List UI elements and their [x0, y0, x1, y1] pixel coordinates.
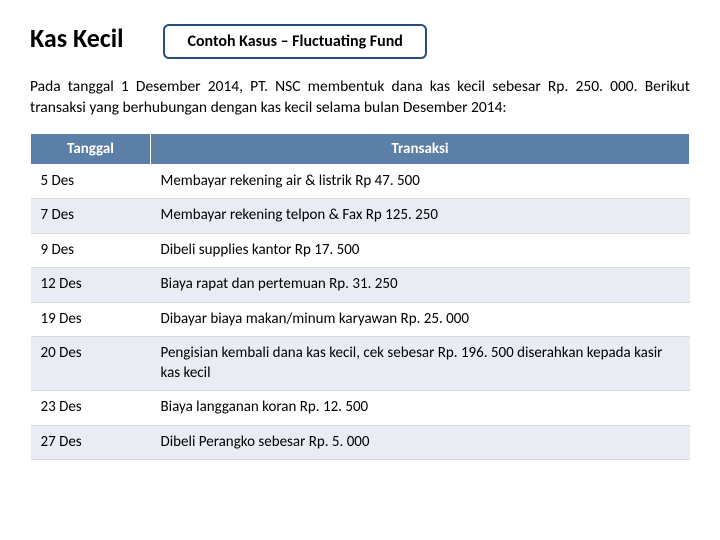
cell-date: 19 Des — [31, 302, 151, 337]
cell-date: 20 Des — [31, 337, 151, 391]
intro-paragraph: Pada tanggal 1 Desember 2014, PT. NSC me… — [30, 77, 690, 119]
cell-txn: Dibeli Perangko sebesar Rp. 5. 000 — [151, 425, 690, 460]
table-row: 12 DesBiaya rapat dan pertemuan Rp. 31. … — [31, 268, 690, 303]
table-header-row: Tanggal Transaksi — [31, 133, 690, 164]
cell-txn: Membayar rekening air & listrik Rp 47. 5… — [151, 164, 690, 199]
cell-date: 23 Des — [31, 391, 151, 426]
cell-txn: Dibayar biaya makan/minum karyawan Rp. 2… — [151, 302, 690, 337]
table-row: 5 DesMembayar rekening air & listrik Rp … — [31, 164, 690, 199]
subtitle-box: Contoh Kasus – Fluctuating Fund — [163, 24, 426, 59]
cell-date: 7 Des — [31, 199, 151, 234]
transactions-table: Tanggal Transaksi 5 DesMembayar rekening… — [30, 133, 690, 461]
table-body: 5 DesMembayar rekening air & listrik Rp … — [31, 164, 690, 460]
cell-txn: Biaya langganan koran Rp. 12. 500 — [151, 391, 690, 426]
table-row: 19 DesDibayar biaya makan/minum karyawan… — [31, 302, 690, 337]
cell-txn: Biaya rapat dan pertemuan Rp. 31. 250 — [151, 268, 690, 303]
col-tanggal: Tanggal — [31, 133, 151, 164]
table-row: 23 DesBiaya langganan koran Rp. 12. 500 — [31, 391, 690, 426]
cell-date: 5 Des — [31, 164, 151, 199]
table-row: 7 DesMembayar rekening telpon & Fax Rp 1… — [31, 199, 690, 234]
cell-date: 12 Des — [31, 268, 151, 303]
col-transaksi: Transaksi — [151, 133, 690, 164]
page-title: Kas Kecil — [30, 22, 123, 54]
cell-txn: Dibeli supplies kantor Rp 17. 500 — [151, 233, 690, 268]
table-row: 9 DesDibeli supplies kantor Rp 17. 500 — [31, 233, 690, 268]
cell-txn: Pengisian kembali dana kas kecil, cek se… — [151, 337, 690, 391]
cell-date: 9 Des — [31, 233, 151, 268]
table-row: 27 DesDibeli Perangko sebesar Rp. 5. 000 — [31, 425, 690, 460]
header-row: Kas Kecil Contoh Kasus – Fluctuating Fun… — [30, 22, 690, 59]
cell-date: 27 Des — [31, 425, 151, 460]
table-row: 20 DesPengisian kembali dana kas kecil, … — [31, 337, 690, 391]
cell-txn: Membayar rekening telpon & Fax Rp 125. 2… — [151, 199, 690, 234]
